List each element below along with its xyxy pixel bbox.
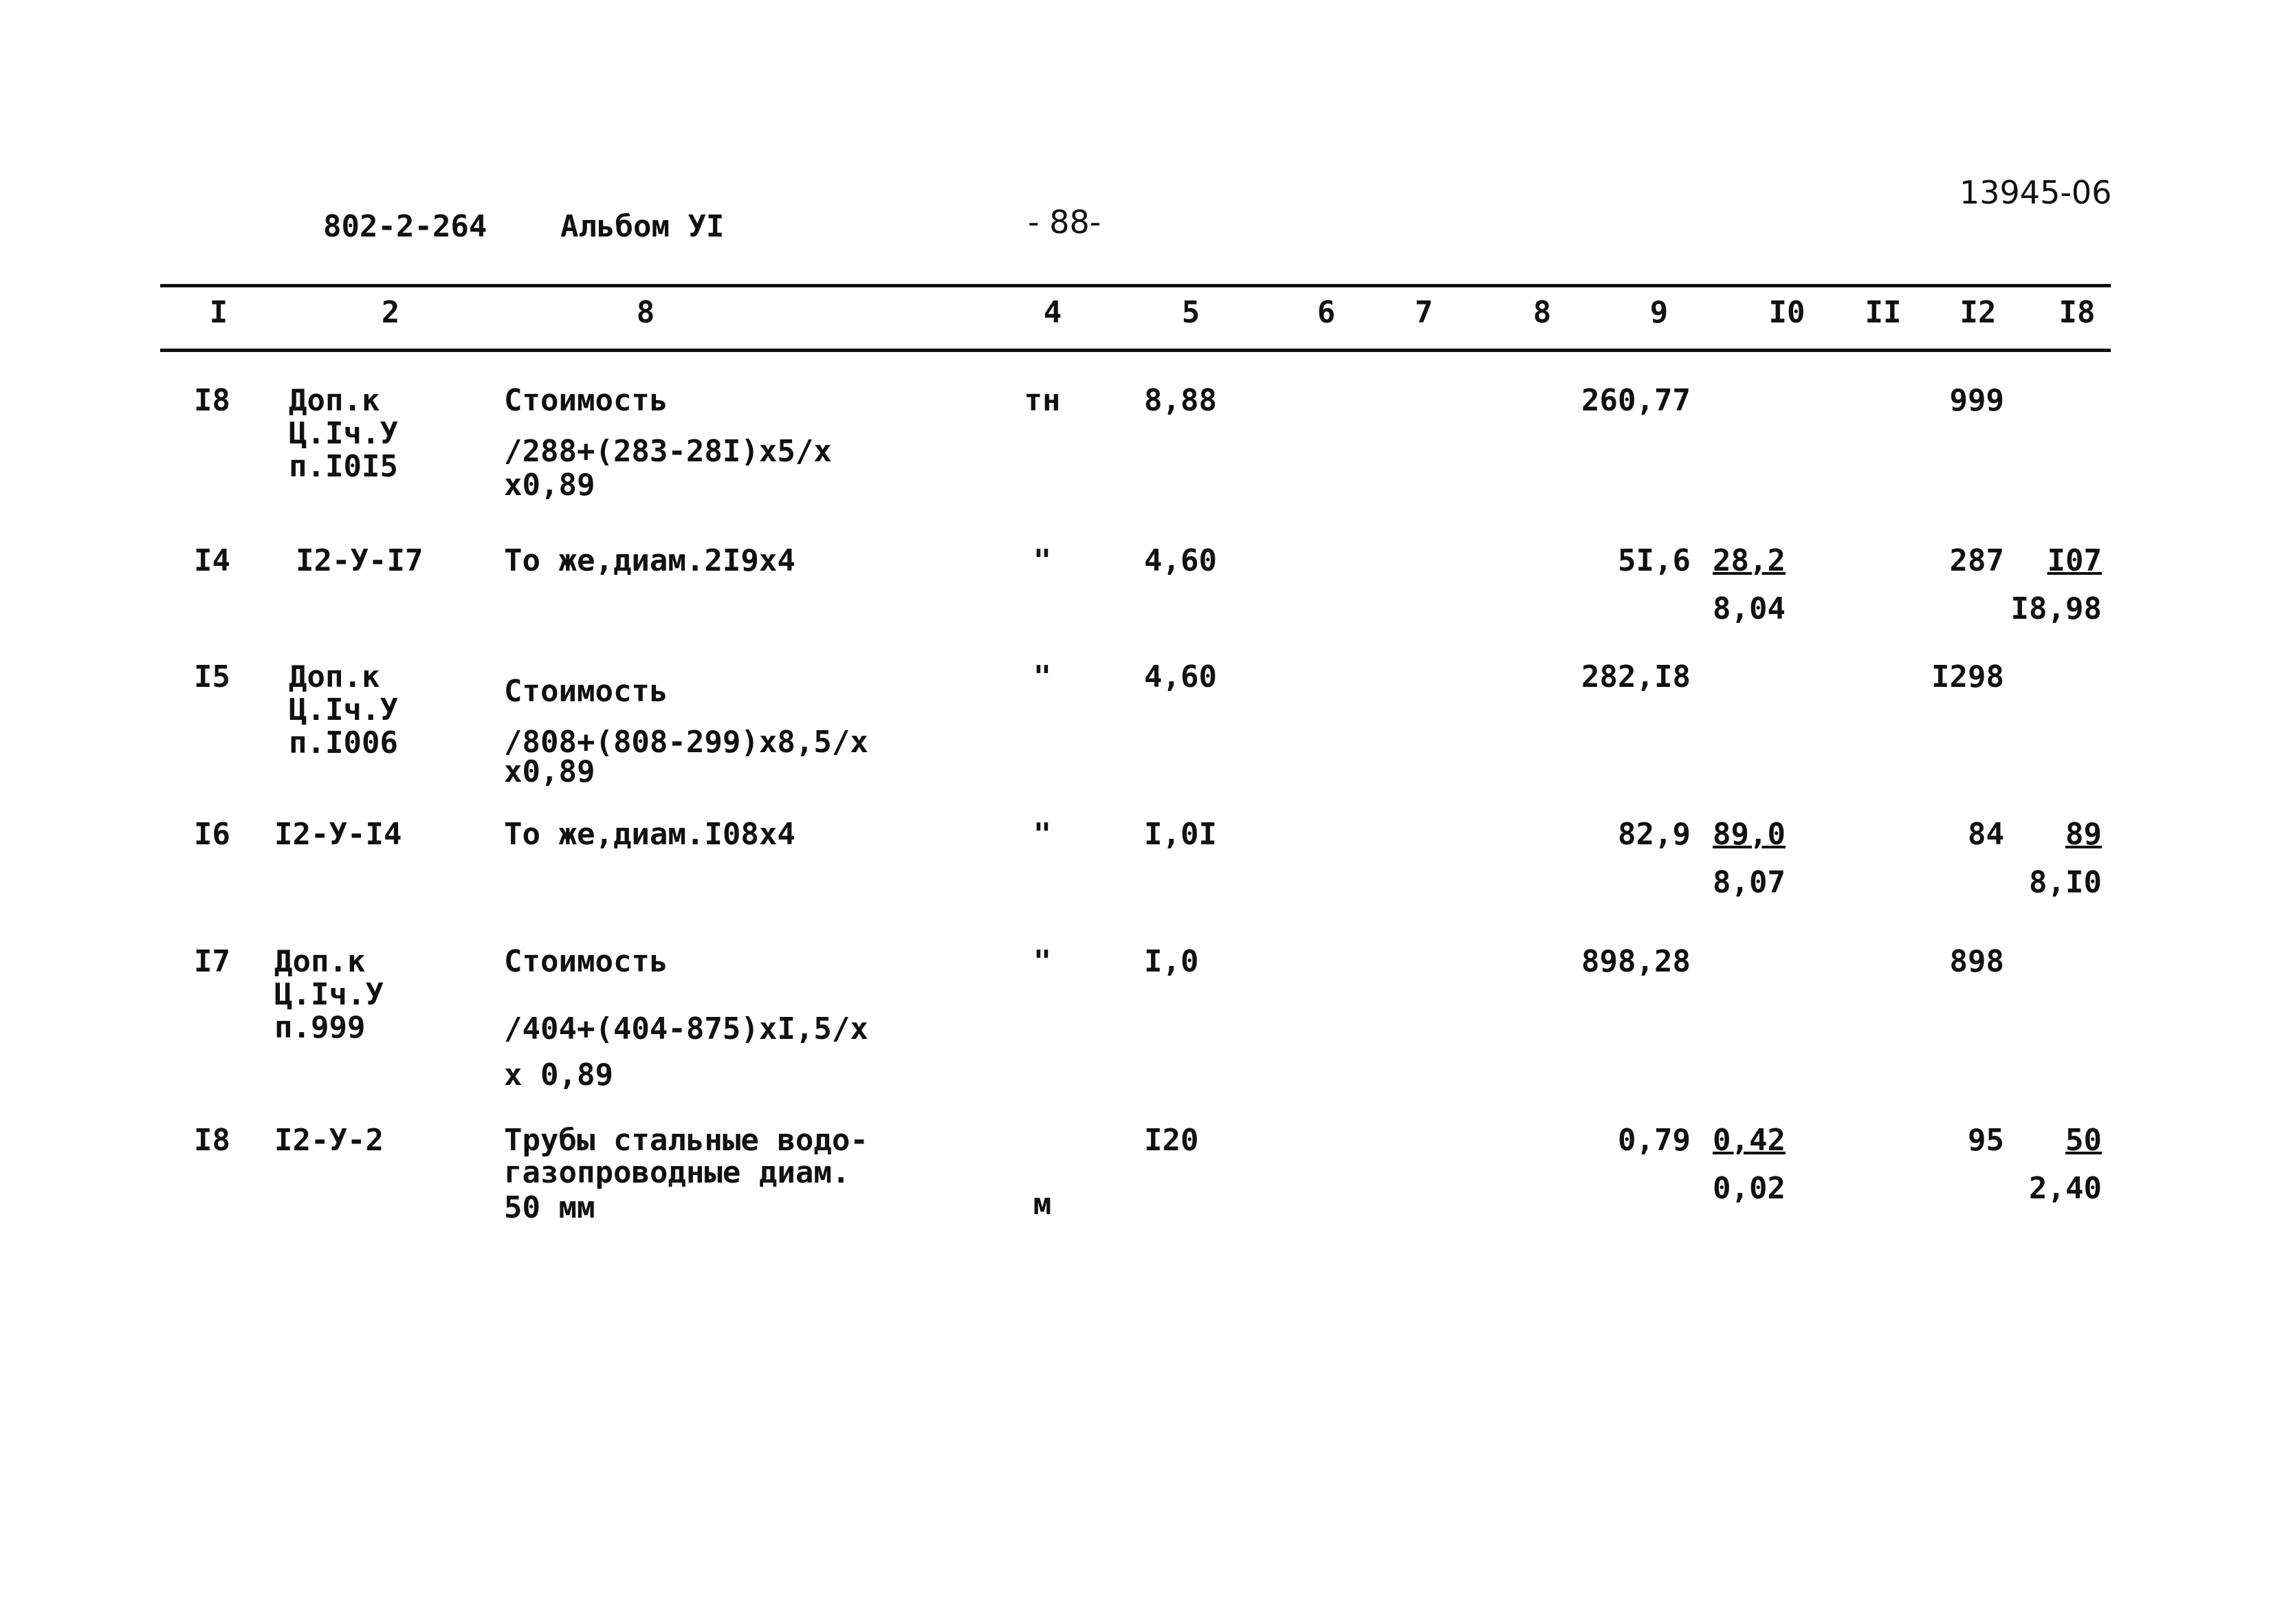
row-code: Ц.Iч.У [274,977,384,1012]
row-col9: 0,79 [1618,1123,1691,1158]
column-header: I [209,295,228,330]
row-col12: I298 [1931,659,2004,694]
row-name: Стоимость [504,674,668,709]
row-quantity: 8,88 [1144,383,1217,418]
row-col13-top: 50 [2065,1123,2102,1158]
row-col12: 84 [1968,817,2004,852]
column-header: 4 [1043,295,1062,330]
row-number: I8 [194,383,230,418]
row-code: п.I006 [289,725,398,760]
column-header: 5 [1181,295,1200,330]
row-name: x0,89 [504,754,595,789]
row-number: I5 [194,659,230,694]
row-col10-bottom: 8,04 [1713,591,1786,626]
row-quantity: 4,60 [1144,543,1217,578]
row-name: x0,89 [504,468,595,503]
row-col9: 282,I8 [1581,659,1691,694]
row-code: I2-У-2 [274,1123,384,1158]
row-col12: 95 [1968,1123,2004,1158]
row-col9: 82,9 [1618,817,1691,852]
row-number: I8 [194,1123,230,1158]
row-col13-bottom: 2,40 [2029,1171,2102,1206]
row-col13-top: 89 [2065,817,2102,852]
row-number: I6 [194,817,230,852]
column-header: 2 [381,295,400,330]
row-code: Доп.к [289,659,380,694]
row-code: п.I0I5 [289,449,398,484]
column-header: 6 [1317,295,1336,330]
column-header: 7 [1414,295,1434,330]
row-col13-bottom: 8,I0 [2029,865,2102,900]
row-col10-bottom: 0,02 [1713,1171,1786,1206]
row-col9: 260,77 [1581,383,1691,418]
row-number: I4 [194,543,230,578]
row-code: Ц.Iч.У [289,416,398,451]
row-code: Доп.к [274,944,366,979]
row-name: /404+(404-875)xI,5/x [504,1011,868,1046]
row-col13-top: I07 [2047,543,2102,578]
row-name: Стоимость [504,383,668,418]
row-unit: тн [1024,383,1061,418]
row-name: газопроводные диам. [504,1155,850,1190]
row-name: 50 мм [504,1190,595,1225]
row-code: Ц.Iч.У [289,692,398,727]
row-code: п.999 [274,1010,366,1045]
row-unit: " [1033,543,1052,578]
row-quantity: I20 [1144,1123,1199,1158]
row-unit: " [1033,659,1052,694]
row-name: x 0,89 [504,1057,613,1093]
column-header: 8 [636,295,655,330]
page-number: - 88- [1028,204,1101,241]
row-name: Стоимость [504,944,668,979]
row-code: I2-У-I7 [296,543,424,578]
row-col12: 287 [1949,543,2004,578]
row-code: Доп.к [289,383,380,418]
row-quantity: 4,60 [1144,659,1217,694]
table-top-rule [160,284,2111,287]
row-unit: " [1033,944,1052,979]
row-name: То же,диам.I08x4 [504,817,795,852]
row-col9: 5I,6 [1618,543,1691,578]
row-unit: м [1033,1187,1052,1222]
row-quantity: I,0I [1144,817,1217,852]
column-header: 9 [1649,295,1669,330]
row-col10-top: 0,42 [1713,1123,1786,1158]
row-name: /808+(808-299)x8,5/x [504,725,868,760]
row-name: /288+(283-28I)x5/x [504,434,832,469]
row-name: Трубы стальные водо- [504,1123,868,1158]
column-header: I0 [1768,295,1805,330]
row-number: I7 [194,944,230,979]
column-header: II [1865,295,1902,330]
row-col13-bottom: I8,98 [2010,591,2102,626]
table-header-rule [160,349,2111,352]
album-label: Альбом УI [560,209,725,244]
row-col12: 999 [1949,383,2004,418]
row-col12: 898 [1949,944,2004,979]
column-header: 8 [1533,295,1552,330]
row-unit: " [1033,817,1052,852]
row-code: I2-У-I4 [274,817,402,852]
row-col10-top: 89,0 [1713,817,1786,852]
column-header: I8 [2058,295,2096,330]
archive-number: 13945-06 [1959,174,2112,211]
row-name: То же,диам.2I9x4 [504,543,795,578]
row-col10-top: 28,2 [1713,543,1786,578]
document-code: 802-2-264 [323,209,487,244]
row-quantity: I,0 [1144,944,1199,979]
row-col10-bottom: 8,07 [1713,865,1786,900]
row-col9: 898,28 [1581,944,1691,979]
column-header: I2 [1959,295,1997,330]
